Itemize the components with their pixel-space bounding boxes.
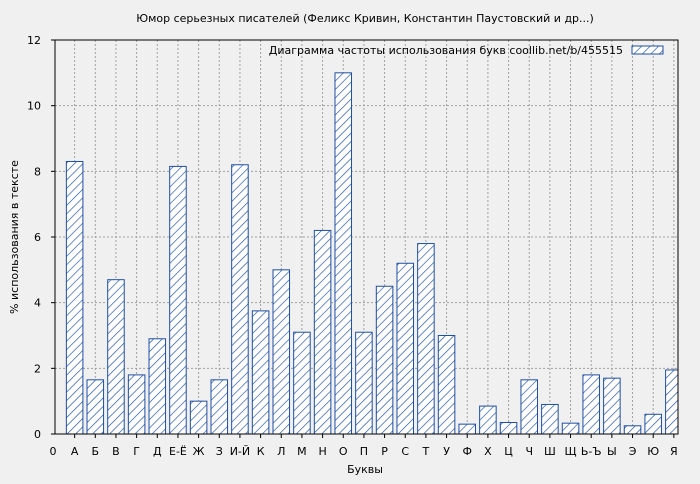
bar-1 bbox=[86, 379, 105, 435]
y-tick-label: 8 bbox=[34, 165, 41, 178]
x-tick-label: Ю bbox=[647, 445, 659, 458]
x-tick-label: У bbox=[443, 445, 450, 458]
legend-swatch bbox=[631, 45, 664, 55]
bar-28 bbox=[644, 413, 662, 435]
bar-13 bbox=[334, 72, 353, 435]
x-tick-label: Э bbox=[629, 445, 637, 458]
bar-27 bbox=[623, 425, 642, 435]
legend: Диаграмма частоты использования букв coo… bbox=[269, 44, 664, 57]
x-tick-label: К bbox=[257, 445, 265, 458]
y-tick-label: 2 bbox=[34, 362, 41, 375]
chart-title: Юмор серьезных писателей (Феликс Кривин,… bbox=[136, 12, 594, 25]
x-tick-label: Ш bbox=[544, 445, 556, 458]
x-tick-label: 0 bbox=[50, 445, 57, 458]
x-axis-label: Буквы bbox=[347, 463, 383, 476]
x-tick-label: Я bbox=[670, 445, 678, 458]
bar-17 bbox=[417, 243, 435, 435]
x-tick-label: Ы bbox=[607, 445, 617, 458]
x-tick-label: А bbox=[71, 445, 79, 458]
bar-14 bbox=[355, 331, 373, 435]
bars bbox=[65, 72, 679, 435]
x-tick-label: Т bbox=[422, 445, 430, 458]
y-axis-ticks: 0 2 4 6 8 10 12 bbox=[27, 34, 55, 441]
y-tick-label: 4 bbox=[34, 297, 41, 310]
legend-label: Диаграмма частоты использования букв coo… bbox=[269, 44, 623, 57]
x-tick-label: Ф bbox=[462, 445, 471, 458]
x-tick-label: И-Й bbox=[230, 445, 250, 458]
y-tick-label: 10 bbox=[27, 100, 41, 113]
bar-2 bbox=[107, 279, 125, 435]
bar-19 bbox=[458, 423, 476, 435]
bar-10 bbox=[272, 269, 291, 435]
x-tick-label: Б bbox=[92, 445, 100, 458]
x-tick-label: Е-Ё bbox=[169, 445, 187, 458]
x-tick-label: П bbox=[360, 445, 368, 458]
bar-4 bbox=[148, 338, 167, 435]
bar-8 bbox=[231, 164, 249, 435]
bar-22 bbox=[520, 379, 538, 435]
x-tick-label: Л bbox=[277, 445, 285, 458]
x-tick-label: Г bbox=[133, 445, 140, 458]
y-axis-label: % использования в тексте bbox=[8, 160, 21, 314]
x-tick-label: О bbox=[339, 445, 348, 458]
x-tick-label: М bbox=[297, 445, 307, 458]
bar-15 bbox=[375, 285, 394, 435]
bar-18 bbox=[437, 335, 456, 435]
x-tick-label: Ч bbox=[525, 445, 533, 458]
x-tick-label: Ж bbox=[193, 445, 205, 458]
bar-9 bbox=[251, 310, 270, 435]
bar-24 bbox=[561, 422, 580, 435]
x-tick-label: В bbox=[112, 445, 120, 458]
bar-3 bbox=[127, 374, 146, 435]
x-tick-label: Щ bbox=[565, 445, 577, 458]
x-tick-label: Ь-Ъ bbox=[581, 445, 602, 458]
bar-29 bbox=[665, 369, 679, 435]
bar-23 bbox=[541, 403, 559, 435]
bar-16 bbox=[396, 262, 415, 435]
bar-5 bbox=[169, 165, 187, 435]
y-tick-label: 12 bbox=[27, 34, 41, 47]
bar-12 bbox=[313, 229, 332, 435]
x-tick-label: З bbox=[216, 445, 223, 458]
x-tick-label: Д bbox=[153, 445, 162, 458]
bar-20 bbox=[479, 405, 497, 435]
x-tick-label: С bbox=[401, 445, 409, 458]
bar-21 bbox=[499, 422, 518, 435]
y-tick-label: 6 bbox=[34, 231, 41, 244]
bar-25 bbox=[582, 374, 600, 435]
x-tick-label: Н bbox=[318, 445, 326, 458]
y-tick-label: 0 bbox=[34, 428, 41, 441]
bar-26 bbox=[603, 377, 621, 435]
bar-7 bbox=[210, 379, 229, 435]
x-tick-label: Р bbox=[381, 445, 388, 458]
bar-6 bbox=[189, 400, 208, 435]
bar-11 bbox=[293, 331, 311, 435]
x-tick-label: Ц bbox=[504, 445, 513, 458]
bar-0 bbox=[65, 160, 84, 435]
x-axis-ticks: 0 А Б В Г Д Е-Ё Ж З И-Й К Л М Н О П Р С Т У Ф Х Ц Ч Ш Щ Ь-Ъ Ы Э Ю Я bbox=[50, 434, 678, 458]
x-tick-label: Х bbox=[484, 445, 492, 458]
